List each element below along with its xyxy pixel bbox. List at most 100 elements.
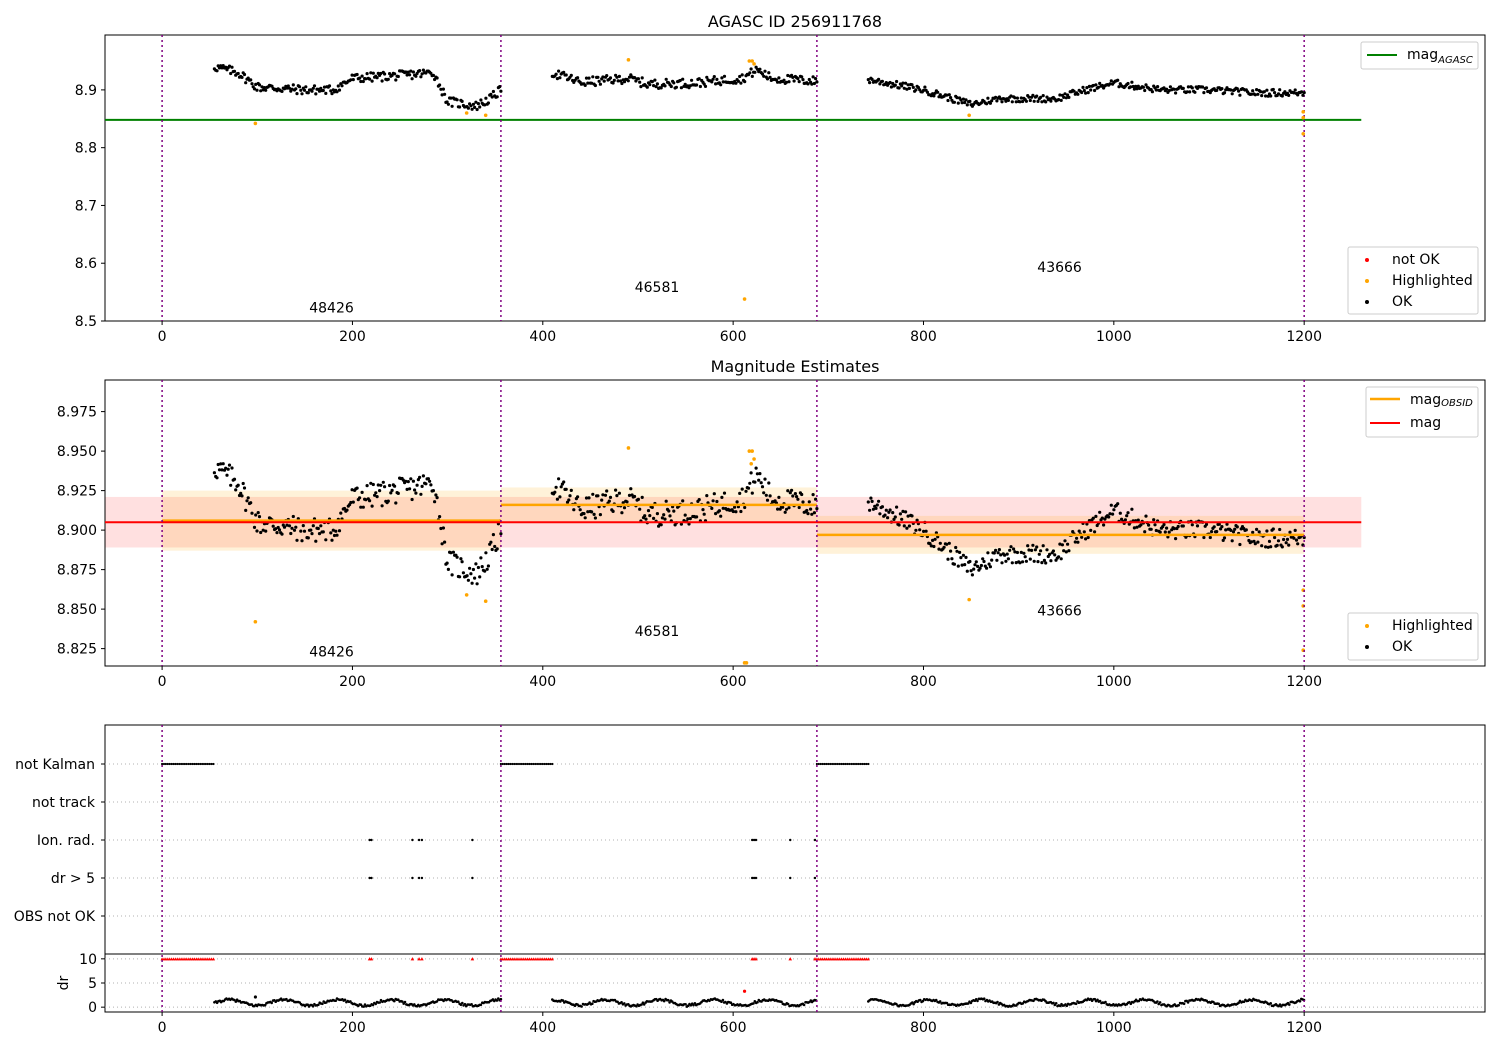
ok-point <box>1060 543 1064 547</box>
ok-point <box>486 564 490 568</box>
highlighted-point <box>752 457 756 461</box>
ok-point <box>871 507 876 511</box>
ok-point <box>428 479 432 483</box>
ok-point <box>753 480 757 484</box>
ok-point <box>988 101 993 105</box>
ok-point <box>1144 514 1148 518</box>
ok-point <box>750 74 754 78</box>
ok-point <box>1233 527 1237 531</box>
ok-point <box>361 79 365 84</box>
ok-point <box>368 77 372 81</box>
y-tick-label: 8.975 <box>57 405 97 421</box>
ok-point <box>1222 91 1227 95</box>
ok-point <box>815 507 819 511</box>
not-kalman-marker <box>859 762 862 766</box>
panel-agasc-plot: 48426 46581 43666 0 200 400 600 800 1000 1200 8.5 8… <box>75 34 1486 345</box>
dr-point <box>620 1001 623 1004</box>
ok-point <box>439 526 443 531</box>
ok-point <box>476 102 480 106</box>
ok-point <box>1141 85 1145 89</box>
ok-point <box>740 73 744 77</box>
ok-point <box>1262 90 1266 94</box>
ok-point <box>349 500 353 505</box>
ok-point <box>800 492 804 497</box>
ok-point <box>300 92 304 96</box>
ok-point <box>720 495 724 499</box>
ok-point <box>316 526 320 531</box>
ok-point <box>1028 557 1032 561</box>
ok-point <box>924 529 928 533</box>
ok-point <box>1131 84 1135 89</box>
ok-point <box>1278 527 1282 532</box>
ok-point <box>227 64 232 68</box>
not-kalman-marker <box>821 762 824 766</box>
ok-point <box>1215 88 1219 92</box>
ok-point <box>1221 538 1225 543</box>
ok-point <box>655 511 660 516</box>
ok-point <box>893 515 897 519</box>
ok-point <box>748 71 752 75</box>
dr-point <box>982 997 986 1000</box>
ok-point <box>261 528 265 532</box>
ok-point <box>1015 96 1020 100</box>
ok-point <box>374 491 378 495</box>
ok-point <box>1041 94 1045 98</box>
ok-point <box>554 485 558 489</box>
ok-point <box>386 499 390 503</box>
ok-point <box>1064 550 1068 554</box>
ok-point <box>783 510 787 514</box>
highlighted-point <box>626 446 631 450</box>
ok-point <box>1271 87 1275 92</box>
ok-point <box>722 491 727 495</box>
highlighted-point <box>483 113 488 118</box>
ok-point <box>1273 535 1277 540</box>
ok-point <box>421 68 425 72</box>
ok-point <box>1255 527 1259 532</box>
not-kalman-marker <box>528 762 531 766</box>
ok-point <box>888 508 892 512</box>
ok-point <box>1260 544 1264 548</box>
ok-point <box>1039 549 1043 553</box>
ok-point <box>1024 99 1028 103</box>
not-kalman-marker <box>183 762 186 766</box>
ok-point <box>450 104 454 108</box>
ok-point <box>1172 87 1176 91</box>
ok-point <box>466 106 470 110</box>
ok-point <box>892 517 896 522</box>
ok-point <box>287 86 292 90</box>
obsid-label: 43666 <box>1037 603 1082 619</box>
not-kalman-marker <box>193 762 196 766</box>
panel-flags: not Kalman not track Ion. rad. dr > 5 OBS no… <box>14 724 1486 1036</box>
ok-point <box>936 90 940 94</box>
ok-point <box>475 582 479 586</box>
ok-point <box>1129 85 1133 89</box>
ok-point <box>302 529 307 533</box>
ok-point <box>559 485 563 489</box>
ok-point <box>1073 540 1077 544</box>
ok-point <box>1023 555 1027 559</box>
legend-box <box>1347 246 1479 315</box>
dr-point <box>934 998 938 1002</box>
dr-point <box>397 998 400 1001</box>
ok-point <box>640 76 644 80</box>
dr-point <box>363 1003 367 1006</box>
ok-point <box>406 480 410 484</box>
ok-point <box>620 511 624 515</box>
ok-point <box>381 480 385 484</box>
ok-point <box>964 555 968 560</box>
ok-point <box>564 73 568 77</box>
ok-point <box>1275 543 1279 548</box>
ok-point <box>469 104 473 108</box>
dr-clipped-marker <box>788 957 793 961</box>
ok-point <box>1296 542 1300 546</box>
ok-point <box>1091 83 1095 88</box>
ok-point <box>787 506 791 510</box>
dr-gt5-marker <box>368 876 371 880</box>
ok-point <box>1255 88 1259 92</box>
dr-point <box>306 1003 310 1006</box>
y-tick-label: 8.850 <box>57 602 97 618</box>
ok-point <box>295 538 299 542</box>
ok-point <box>1116 502 1120 506</box>
ok-point <box>615 494 619 498</box>
ok-point <box>364 77 368 81</box>
